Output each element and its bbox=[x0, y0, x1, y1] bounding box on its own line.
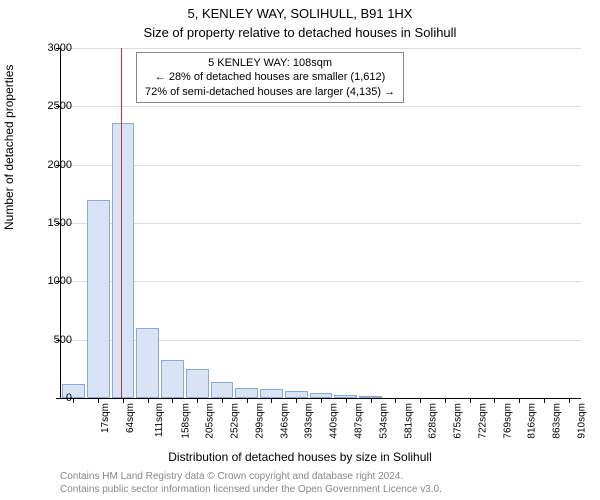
xtick-label: 17sqm bbox=[100, 403, 111, 433]
histogram-bar bbox=[211, 382, 234, 398]
attribution-line-1: Contains HM Land Registry data © Crown c… bbox=[60, 471, 403, 482]
y-axis-label: Number of detached properties bbox=[2, 65, 16, 230]
xtick-mark bbox=[346, 398, 347, 403]
xtick-mark bbox=[494, 398, 495, 403]
histogram-bar bbox=[235, 388, 258, 399]
title-sub: Size of property relative to detached ho… bbox=[0, 25, 600, 40]
xtick-label: 769sqm bbox=[502, 403, 513, 439]
xtick-mark bbox=[123, 398, 124, 403]
histogram-bar bbox=[161, 360, 184, 399]
ytick-label: 2000 bbox=[48, 159, 72, 171]
xtick-mark bbox=[420, 398, 421, 403]
callout-line-1: 5 KENLEY WAY: 108sqm bbox=[145, 56, 395, 70]
xtick-label: 158sqm bbox=[180, 403, 191, 439]
plot-area: 17sqm64sqm111sqm158sqm205sqm252sqm299sqm… bbox=[60, 48, 581, 399]
ytick-label: 1000 bbox=[48, 275, 72, 287]
callout-line-3: 72% of semi-detached houses are larger (… bbox=[145, 85, 395, 99]
ytick-label: 3000 bbox=[48, 42, 72, 54]
xtick-mark bbox=[445, 398, 446, 403]
attribution-line-2: Contains public sector information licen… bbox=[60, 484, 442, 495]
xtick-mark bbox=[395, 398, 396, 403]
xtick-label: 722sqm bbox=[477, 403, 488, 439]
xtick-mark bbox=[247, 398, 248, 403]
xtick-mark bbox=[470, 398, 471, 403]
xtick-mark bbox=[98, 398, 99, 403]
xtick-label: 675sqm bbox=[453, 403, 464, 439]
chart-container: 5, KENLEY WAY, SOLIHULL, B91 1HX Size of… bbox=[0, 0, 600, 500]
xtick-label: 299sqm bbox=[255, 403, 266, 439]
xtick-mark bbox=[544, 398, 545, 403]
gridline bbox=[61, 48, 581, 49]
ytick-label: 500 bbox=[54, 334, 72, 346]
callout-line-2: ← 28% of detached houses are smaller (1,… bbox=[145, 70, 395, 84]
callout-box: 5 KENLEY WAY: 108sqm← 28% of detached ho… bbox=[136, 52, 404, 103]
xtick-label: 816sqm bbox=[527, 403, 538, 439]
histogram-bar bbox=[186, 369, 209, 398]
xtick-label: 863sqm bbox=[552, 403, 563, 439]
xtick-label: 111sqm bbox=[154, 403, 165, 437]
xtick-mark bbox=[569, 398, 570, 403]
ytick-label: 0 bbox=[66, 392, 72, 404]
xtick-mark bbox=[321, 398, 322, 403]
xtick-label: 534sqm bbox=[378, 403, 389, 439]
xtick-label: 581sqm bbox=[403, 403, 414, 439]
xtick-mark bbox=[148, 398, 149, 403]
histogram-bar bbox=[260, 389, 283, 398]
ytick-label: 1500 bbox=[48, 217, 72, 229]
x-axis-label: Distribution of detached houses by size … bbox=[0, 450, 600, 464]
gridline bbox=[61, 106, 581, 107]
xtick-mark bbox=[271, 398, 272, 403]
histogram-bar bbox=[87, 200, 110, 398]
xtick-label: 205sqm bbox=[205, 403, 216, 439]
property-marker-line bbox=[121, 48, 122, 398]
xtick-mark bbox=[73, 398, 74, 403]
title-main: 5, KENLEY WAY, SOLIHULL, B91 1HX bbox=[0, 6, 600, 21]
ytick-mark bbox=[56, 398, 61, 399]
histogram-bar bbox=[136, 328, 159, 398]
xtick-mark bbox=[296, 398, 297, 403]
xtick-label: 487sqm bbox=[354, 403, 365, 439]
xtick-mark bbox=[172, 398, 173, 403]
xtick-mark bbox=[519, 398, 520, 403]
xtick-label: 346sqm bbox=[279, 403, 290, 439]
histogram-bar bbox=[112, 123, 135, 398]
xtick-label: 910sqm bbox=[576, 403, 587, 439]
xtick-label: 393sqm bbox=[304, 403, 315, 439]
xtick-label: 252sqm bbox=[230, 403, 241, 439]
gridline bbox=[61, 223, 581, 224]
xtick-label: 440sqm bbox=[329, 403, 340, 439]
gridline bbox=[61, 281, 581, 282]
xtick-label: 628sqm bbox=[428, 403, 439, 439]
histogram-bar bbox=[285, 391, 308, 398]
gridline bbox=[61, 165, 581, 166]
ytick-label: 2500 bbox=[48, 100, 72, 112]
xtick-mark bbox=[197, 398, 198, 403]
xtick-mark bbox=[371, 398, 372, 403]
xtick-label: 64sqm bbox=[125, 403, 136, 433]
xtick-mark bbox=[222, 398, 223, 403]
